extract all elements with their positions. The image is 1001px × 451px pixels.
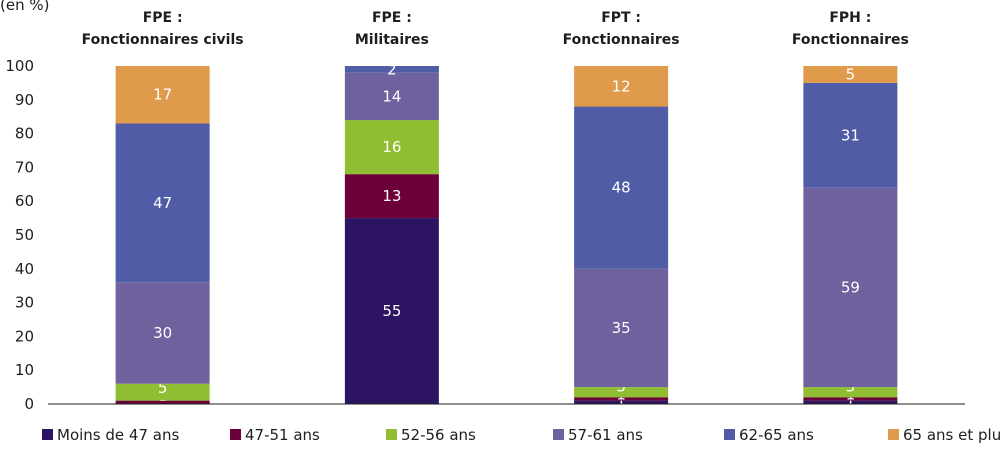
y-tick-label: 0 [24, 395, 34, 413]
bar-segment [574, 387, 669, 398]
y-tick-label: 80 [15, 125, 34, 143]
data-label: 1 [616, 393, 626, 411]
data-label: 13 [382, 187, 401, 205]
legend-label: 65 ans et plus [903, 426, 1001, 444]
bar-segment [344, 72, 439, 121]
bar-segment [115, 282, 210, 384]
data-label: 55 [382, 302, 401, 320]
bar-segment [803, 397, 898, 401]
bar-segment [115, 400, 210, 404]
unit-label: (en %) [0, 0, 49, 14]
data-label: 16 [382, 138, 401, 156]
bar-segment [344, 218, 439, 404]
category-titles: FPE : Fonctionnaires civils FPE : Militaire… [82, 10, 909, 48]
data-label: 48 [612, 179, 631, 197]
category-title: Fonctionnaires [792, 32, 909, 48]
bar-segment [803, 400, 898, 404]
y-tick-label: 30 [15, 294, 34, 312]
bars: 015304717551316142011335481211359315 [115, 52, 898, 413]
data-label: 12 [612, 77, 631, 95]
bar-segment [574, 400, 669, 404]
y-tick-label: 70 [15, 158, 34, 176]
bar-segment [574, 106, 669, 269]
category-title: FPE : [372, 10, 412, 26]
y-tick-label: 60 [15, 192, 34, 210]
legend-label: 57-61 ans [568, 426, 643, 444]
legend-swatch [888, 429, 899, 440]
category-title: Fonctionnaires [563, 32, 680, 48]
y-tick-label: 50 [15, 226, 34, 244]
legend-label: 47-51 ans [245, 426, 320, 444]
data-label: 47 [153, 194, 172, 212]
y-tick-label: 20 [15, 327, 34, 345]
data-label: 59 [841, 278, 860, 296]
category-title: FPT : [601, 10, 641, 26]
category-title: Militaires [355, 32, 429, 48]
legend-label: 52-56 ans [401, 426, 476, 444]
bar-segment [574, 268, 669, 388]
bar-segment [803, 387, 898, 398]
bar-segment [803, 82, 898, 188]
bar-segment [803, 187, 898, 388]
data-label: 17 [153, 86, 172, 104]
bar-segment [344, 66, 439, 73]
data-label: 5 [158, 379, 168, 397]
bar-segment [115, 66, 210, 124]
bar-segment [115, 123, 210, 283]
legend-swatch [553, 429, 564, 440]
y-tick-label: 90 [15, 91, 34, 109]
data-label: 14 [382, 87, 401, 105]
bar-segment [803, 66, 898, 83]
bar-segment [115, 383, 210, 401]
category-title: FPE : [143, 10, 183, 26]
y-tick-label: 10 [15, 361, 34, 379]
legend-swatch [42, 429, 53, 440]
bar-segment [574, 66, 669, 107]
category-title: Fonctionnaires civils [82, 32, 244, 48]
legend-swatch [230, 429, 241, 440]
category-title: FPH : [829, 10, 871, 26]
legend: Moins de 47 ans 47-51 ans 52-56 ans 57-61 a… [42, 426, 1001, 444]
data-label: 1 [846, 393, 856, 411]
data-label: 31 [841, 126, 860, 144]
y-axis: 0 10 20 30 40 50 60 70 80 90 100 [5, 57, 34, 413]
y-tick-label: 40 [15, 260, 34, 278]
data-label: 2 [387, 60, 397, 78]
bar-segment [344, 120, 439, 175]
bar-segment [344, 174, 439, 219]
legend-swatch [386, 429, 397, 440]
data-label: 0 [387, 52, 397, 70]
data-label: 5 [846, 65, 856, 83]
legend-swatch [724, 429, 735, 440]
y-tick-label: 100 [5, 57, 34, 75]
legend-label: Moins de 47 ans [57, 426, 179, 444]
legend-label: 62-65 ans [739, 426, 814, 444]
bar-segment [574, 397, 669, 401]
data-label: 35 [612, 319, 631, 337]
data-label: 30 [153, 324, 172, 342]
